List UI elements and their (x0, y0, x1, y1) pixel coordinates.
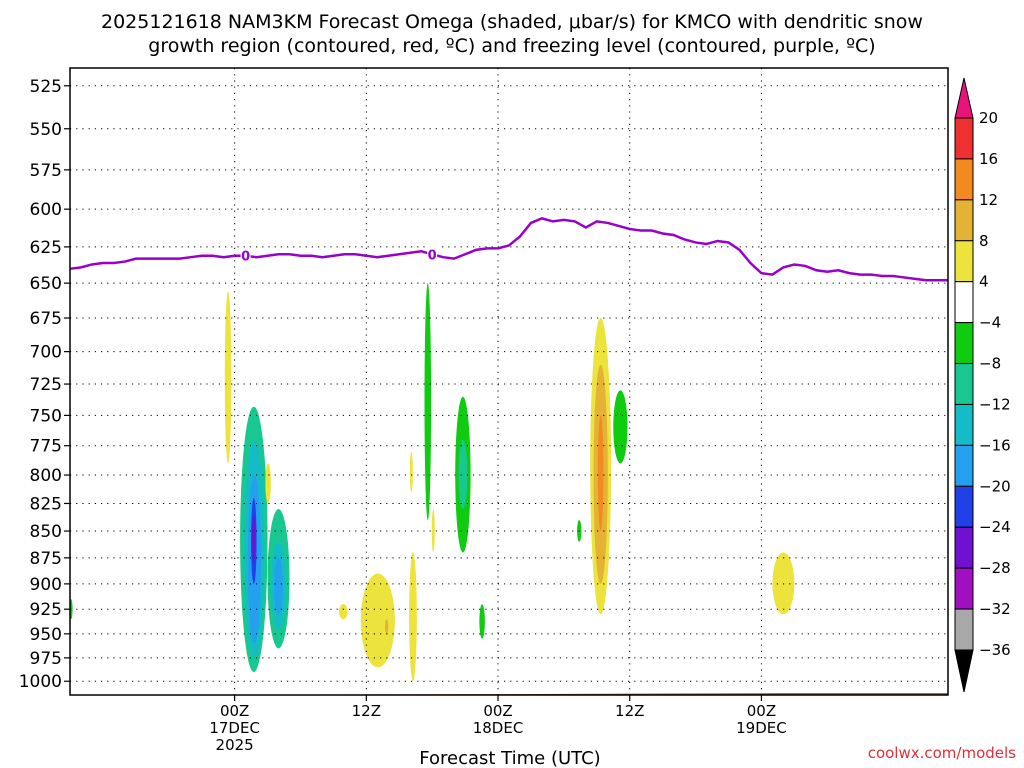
omega-region-0 (224, 291, 232, 464)
colorbar-bin-11 (954, 567, 974, 610)
omega-region-14 (409, 451, 413, 493)
x-tick-label-48-0: 00Z (747, 702, 776, 720)
colorbar-bin-5 (954, 322, 974, 365)
colorbar-bin-9 (954, 485, 974, 528)
colorbar-bin-6 (954, 363, 974, 405)
x-tick-label-48-1: 19DEC (736, 719, 787, 737)
y-tick-label-925: 925 (30, 600, 62, 620)
y-tick-label-975: 975 (30, 649, 62, 669)
colorbar-label-7: −12 (979, 395, 1011, 413)
freezing-level-line (69, 217, 948, 282)
omega-region-12 (384, 619, 389, 634)
colorbar-label-9: −20 (979, 477, 1011, 495)
y-tick-label-700: 700 (30, 343, 62, 363)
colorbar-label-10: −24 (979, 518, 1011, 536)
colorbar-label-13: −36 (979, 641, 1011, 659)
omega-region-23 (597, 415, 604, 532)
y-tick-label-750: 750 (30, 406, 62, 426)
x-tick-label-12-0: 12Z (352, 702, 381, 720)
y-tick-label-775: 775 (30, 437, 62, 457)
y-tick-label-600: 600 (30, 200, 62, 220)
colorbar-label-3: 8 (979, 232, 989, 250)
colorbar-bin-4 (954, 281, 974, 324)
omega-region-16 (431, 509, 435, 553)
colorbar-top-extend (954, 77, 974, 119)
y-tick-label-950: 950 (30, 625, 62, 645)
x-tick-label-0-2: 2025 (216, 736, 254, 754)
colorbar-label-1: 16 (979, 150, 998, 168)
y-tick-label-575: 575 (30, 161, 62, 181)
x-tick-label-24-0: 00Z (483, 702, 512, 720)
freezing-label-bg-0 (240, 247, 251, 262)
colorbar-bin-7 (954, 403, 974, 446)
freezing-level-label-1: 0 (428, 248, 437, 263)
colorbar-bin-1 (954, 158, 974, 201)
colorbar-bin-12 (954, 608, 974, 651)
omega-region-11 (360, 573, 395, 668)
y-tick-label-675: 675 (30, 309, 62, 329)
y-tick-label-900: 900 (30, 575, 62, 595)
colorbar-bottom-extend (954, 649, 974, 693)
grid-lines (70, 68, 948, 695)
omega-shading (69, 283, 795, 682)
omega-region-10 (338, 604, 348, 620)
omega-region-15 (424, 283, 432, 521)
omega-region-13 (409, 552, 417, 682)
y-tick-label-650: 650 (30, 274, 62, 294)
omega-region-9 (274, 557, 283, 615)
colorbar-label-4: 4 (979, 273, 989, 291)
colorbar-bin-2 (954, 199, 974, 242)
x-tick-label-36-0: 12Z (615, 702, 644, 720)
omega-region-5 (252, 514, 256, 564)
y-tick-label-825: 825 (30, 494, 62, 514)
freezing-level-label-0: 0 (241, 250, 250, 265)
colorbar-label-2: 12 (979, 191, 998, 209)
omega-region-24 (613, 390, 628, 464)
colorbar-label-11: −28 (979, 559, 1011, 577)
credit-text: coolwx.com/models (868, 744, 1016, 762)
y-tick-label-550: 550 (30, 120, 62, 140)
omega-region-19 (479, 604, 485, 639)
y-tick-label-1000: 1000 (19, 672, 62, 692)
colorbar: 20 16 12 8 4 −4 −8 −12 −16 −20 −24 −28 −32 −36 (954, 77, 1011, 693)
colorbar-bin-10 (954, 526, 974, 569)
colorbar-bin-0 (954, 117, 974, 160)
colorbar-label-5: −4 (979, 314, 1001, 332)
freezing-label-bg-1 (427, 246, 438, 261)
y-tick-label-875: 875 (30, 549, 62, 569)
y-axis: 525 550 575 600 625 650 675 700 725 750 775 800 825 8… (19, 77, 70, 692)
colorbar-label-8: −16 (979, 436, 1011, 454)
x-tick-label-0-1: 17DEC (209, 719, 260, 737)
omega-region-18 (458, 439, 468, 510)
x-axis-label: Forecast Time (UTC) (419, 748, 600, 768)
y-tick-label-625: 625 (30, 238, 62, 258)
chart-title-line-2: growth region (contoured, red, ºC) and f… (148, 35, 875, 57)
colorbar-bin-8 (954, 444, 974, 487)
y-tick-label-800: 800 (30, 466, 62, 486)
colorbar-label-12: −32 (979, 600, 1011, 618)
colorbar-label-6: −8 (979, 355, 1001, 373)
x-tick-label-0-0: 00Z (220, 702, 249, 720)
y-tick-label-850: 850 (30, 522, 62, 542)
plot-frame (69, 67, 949, 696)
y-tick-label-525: 525 (30, 77, 62, 97)
omega-region-6 (265, 463, 271, 504)
omega-region-25 (772, 552, 795, 615)
y-tick-label-725: 725 (30, 375, 62, 395)
colorbar-label-0: 20 (979, 109, 998, 127)
colorbar-bin-3 (954, 240, 974, 283)
x-tick-label-24-1: 18DEC (473, 719, 524, 737)
chart-title-line-1: 2025121618 NAM3KM Forecast Omega (shaded… (101, 11, 923, 33)
